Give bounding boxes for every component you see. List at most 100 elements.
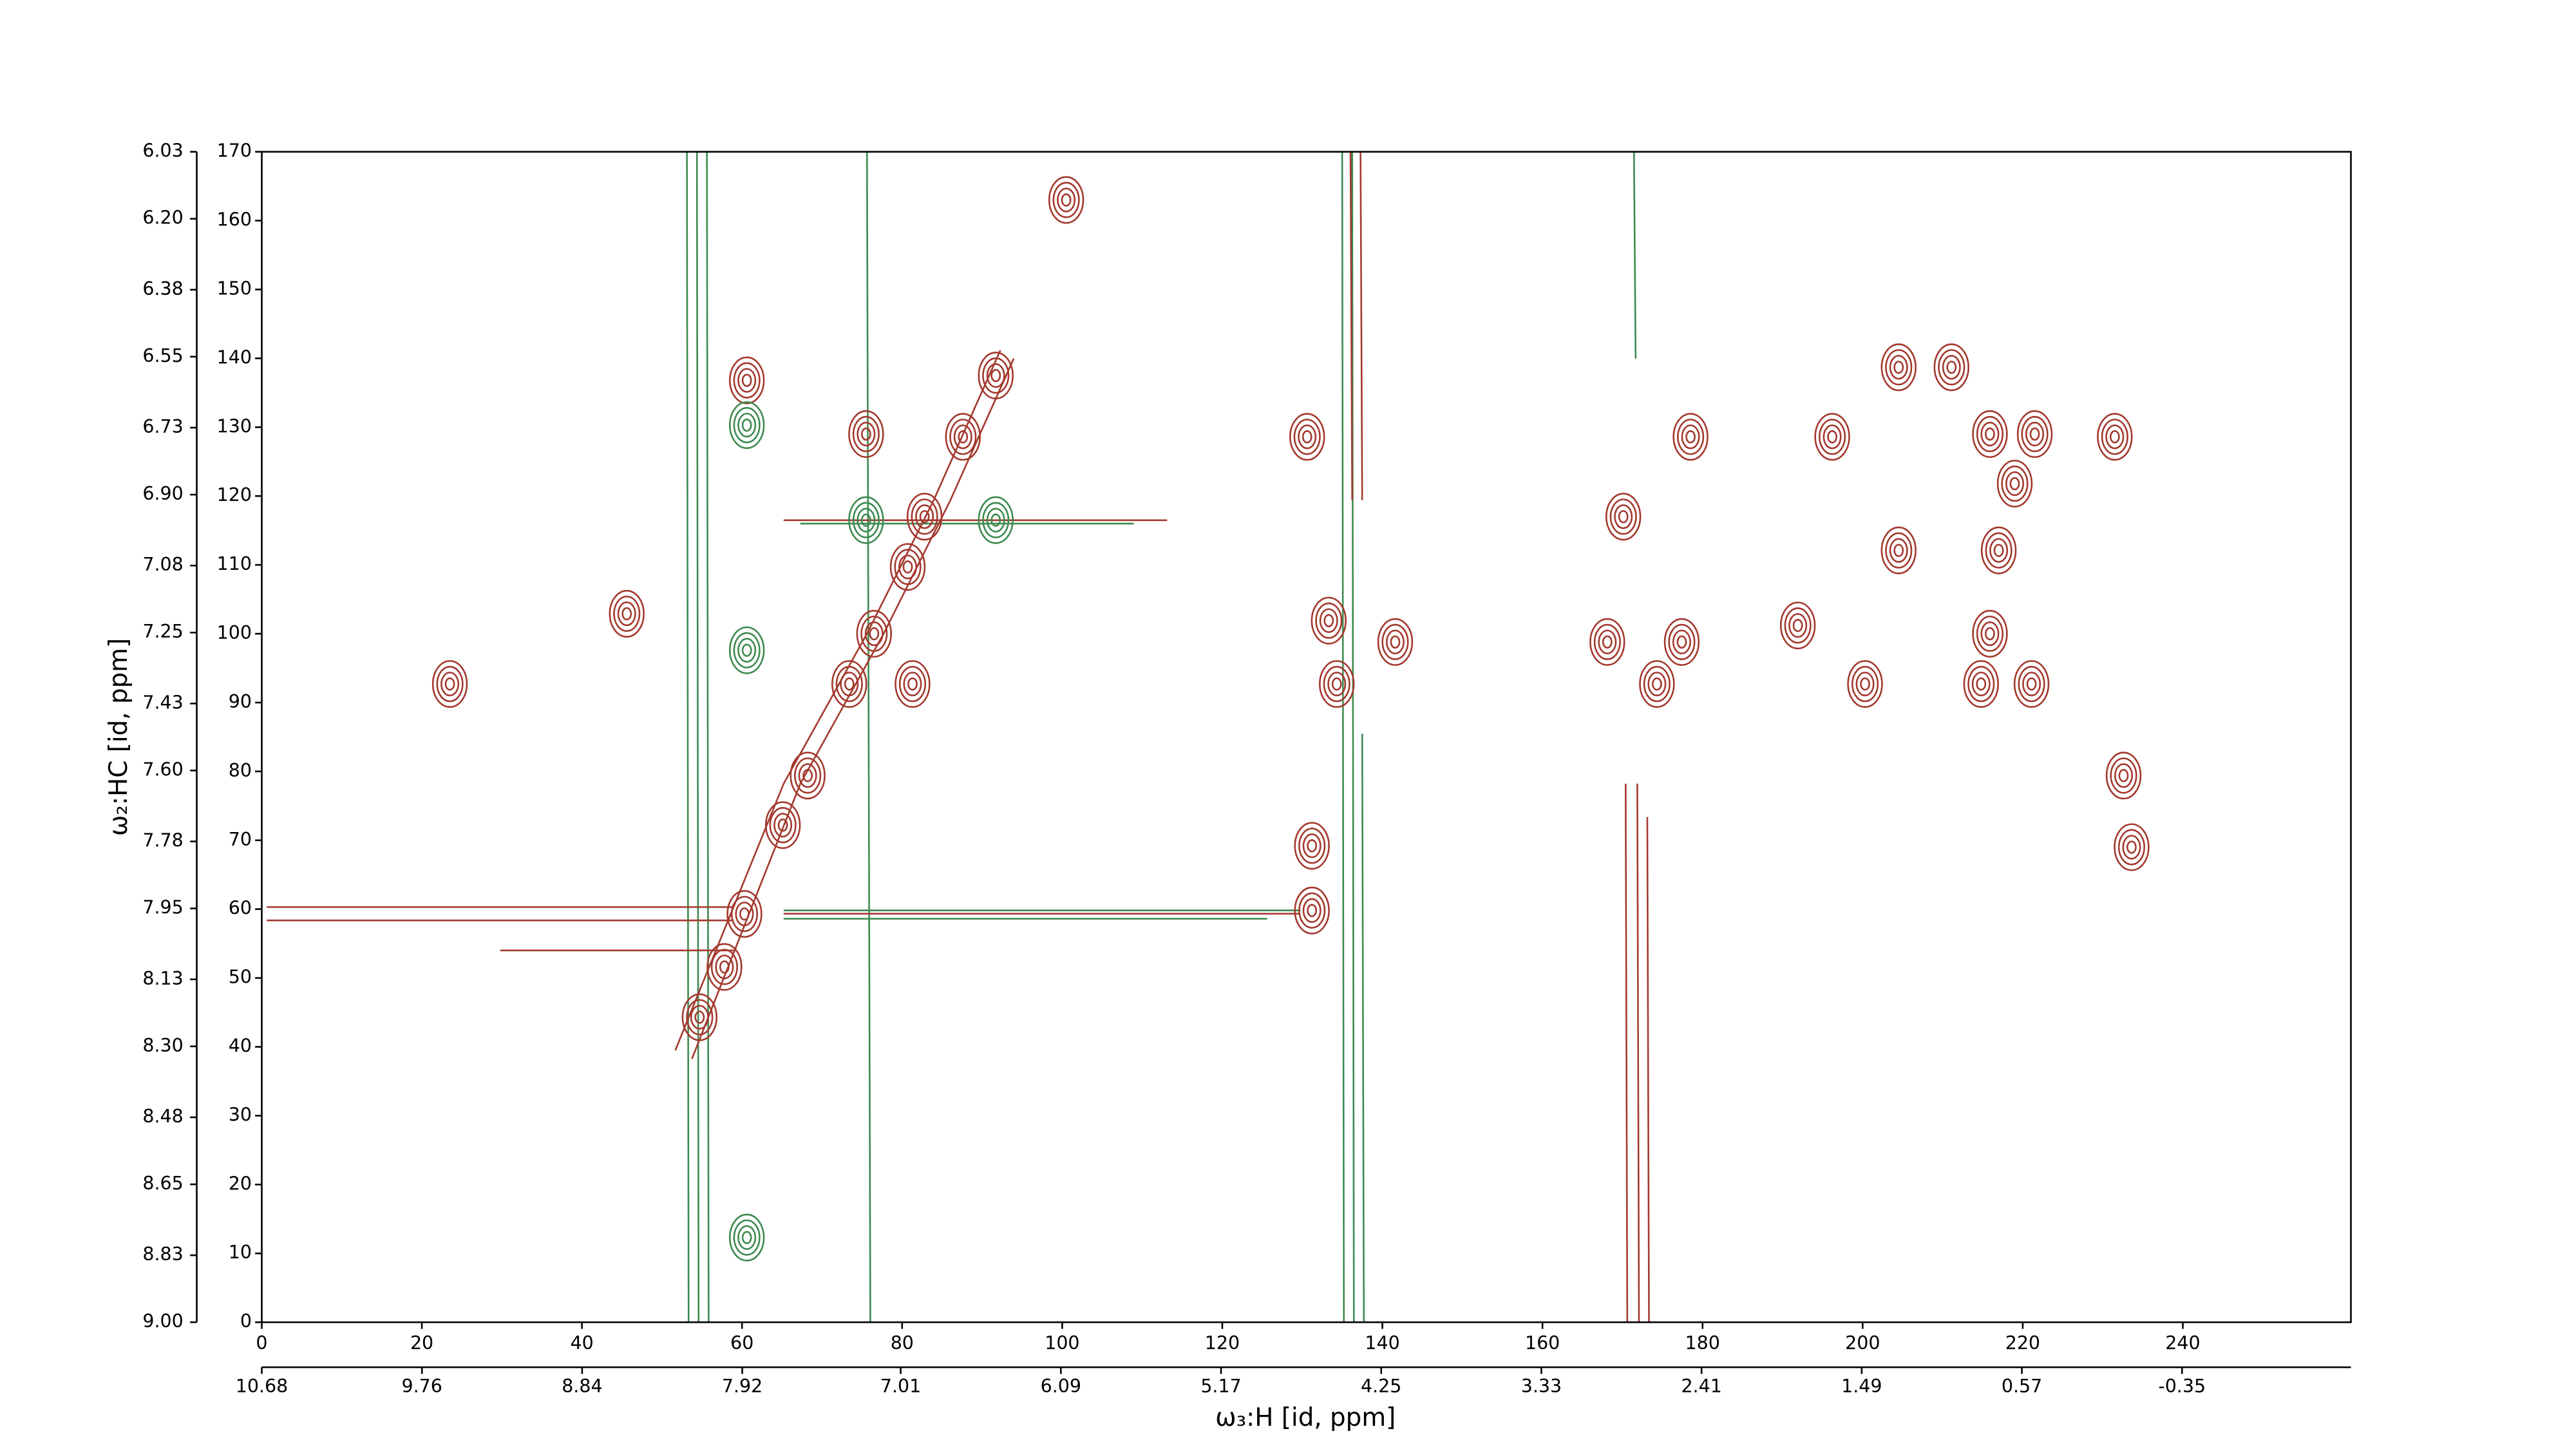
contour-peak — [860, 427, 871, 441]
contour-peak — [949, 419, 977, 455]
contour-peak — [1639, 660, 1675, 708]
contour-peak — [739, 907, 750, 921]
contour-peak — [715, 954, 734, 980]
contour-peak — [737, 368, 757, 393]
contour-peak — [613, 595, 641, 632]
contour-peak — [1647, 671, 1667, 697]
x-tick-label: 140 — [1365, 1332, 1399, 1354]
contour-peak — [1946, 361, 1957, 374]
contour-peak — [790, 752, 826, 800]
contour-peak — [2126, 840, 2137, 854]
contour-peak — [1605, 493, 1642, 541]
contour-peak — [1381, 623, 1409, 660]
contour-peak — [798, 763, 817, 788]
contour-peak — [769, 807, 797, 844]
contour-peak — [1057, 187, 1076, 213]
contour-peak — [777, 819, 788, 832]
y-tick-label: 130 — [217, 415, 252, 437]
x2-tick-label: 9.76 — [401, 1376, 442, 1397]
contour-peak — [2009, 477, 2020, 491]
t2-ridge — [783, 522, 1301, 920]
contour-peak — [728, 1213, 765, 1262]
contour-peak — [978, 496, 1014, 544]
contour-peak — [1933, 343, 1969, 392]
contour-peak — [1847, 660, 1883, 708]
contour-peak — [1855, 671, 1875, 697]
contour-peak — [1302, 833, 1321, 858]
y-tick-label: 140 — [217, 346, 252, 368]
contour-peak — [1938, 349, 1965, 386]
contour-peak — [1327, 671, 1347, 697]
contour-peak — [1602, 635, 1613, 649]
y-tick-label: 70 — [229, 829, 252, 850]
y2-tick-label: 6.03 — [142, 140, 183, 162]
contour-peak — [1823, 424, 1842, 450]
contour-peak — [848, 410, 884, 459]
x2-tick-label: 2.41 — [1681, 1376, 1721, 1397]
x-tick-label: 20 — [410, 1332, 433, 1354]
x-tick-label: 60 — [730, 1332, 753, 1354]
contour-peak — [945, 413, 981, 461]
contour-peak — [1976, 615, 2004, 652]
contour-peak — [1985, 532, 2012, 569]
y2-tick-label: 6.20 — [142, 207, 183, 229]
contour-peak — [2029, 427, 2040, 441]
plot-frame — [261, 151, 2352, 1323]
contour-peak — [2110, 757, 2137, 794]
contour-peak — [730, 896, 759, 933]
contour-peak — [773, 813, 793, 838]
contour-peak — [1323, 666, 1350, 703]
contour-peak — [1302, 898, 1321, 923]
contour-peak — [733, 1219, 761, 1256]
contour-peak — [1651, 677, 1662, 691]
y2-tick-label: 7.43 — [142, 692, 183, 713]
contour-peak — [982, 502, 1010, 538]
x-tick-label: 180 — [1685, 1332, 1720, 1354]
contour-peak — [857, 421, 876, 447]
contour-peak — [894, 549, 922, 585]
contour-peak — [741, 643, 752, 657]
contour-peak — [856, 610, 893, 658]
x2-tick-label: 5.17 — [1200, 1376, 1241, 1397]
y-tick-label: 40 — [229, 1036, 252, 1057]
contour-peak — [1967, 666, 1995, 703]
contour-peak — [844, 677, 855, 691]
contour-peak — [1377, 618, 1414, 666]
contour-peak — [794, 757, 822, 794]
contour-peak — [978, 352, 1014, 400]
contour-peak — [2025, 421, 2045, 447]
contour-peak — [1851, 666, 1879, 703]
contour-peak — [1880, 526, 1917, 574]
y2-tick-label: 7.08 — [142, 554, 183, 575]
contour-peak — [1643, 666, 1671, 703]
contour-peak — [733, 362, 761, 399]
contour-peak — [1061, 193, 1072, 207]
contour-peak — [1307, 904, 1318, 918]
contour-peak — [1298, 828, 1326, 864]
contour-peak — [694, 1010, 705, 1024]
x2-tick-label: 10.68 — [236, 1376, 289, 1397]
contour-peak — [919, 510, 930, 524]
y2-tick-label: 6.73 — [142, 416, 183, 437]
contour-peak — [2117, 829, 2146, 866]
contour-peak — [1880, 343, 1917, 392]
y2-tick-label: 8.83 — [142, 1244, 183, 1265]
y-tick-label: 100 — [217, 622, 252, 643]
y2-tick-label: 8.13 — [142, 968, 183, 989]
y2-tick-label: 7.60 — [142, 759, 183, 780]
contour-peak — [1681, 424, 1700, 450]
t1-ridge — [1349, 151, 1650, 1323]
contour-peak — [1315, 602, 1343, 639]
contour-peak — [898, 554, 918, 580]
contour-peak — [2101, 419, 2128, 455]
contour-peak — [1593, 623, 1621, 660]
contour-peak — [1985, 627, 1995, 641]
contour-peak — [1307, 839, 1318, 853]
contour-peak — [2105, 752, 2142, 800]
contour-peak — [1589, 618, 1625, 666]
contour-peak — [1052, 182, 1080, 218]
contour-peak — [2021, 415, 2049, 453]
contour-peak — [431, 660, 468, 708]
contour-peak — [1672, 413, 1709, 461]
x2-tick-label: 6.09 — [1041, 1376, 1081, 1397]
